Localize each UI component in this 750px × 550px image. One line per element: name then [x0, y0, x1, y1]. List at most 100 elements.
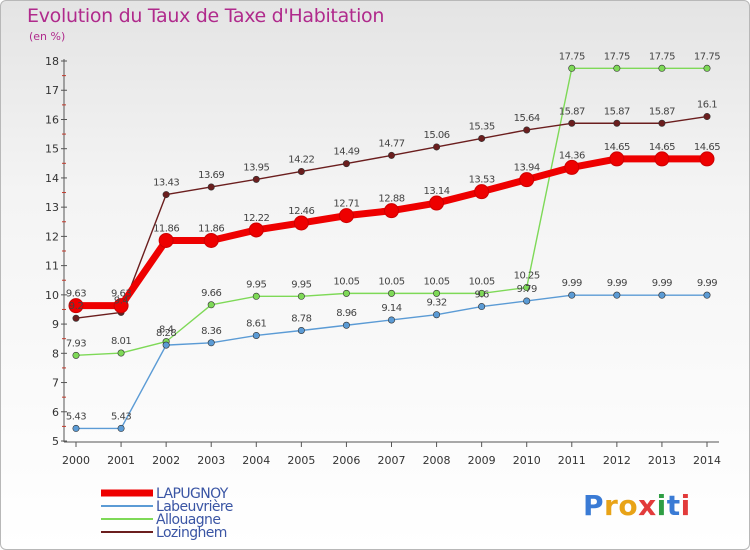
data-point	[72, 314, 80, 322]
data-label: 11.86	[198, 223, 224, 234]
x-tick-label: 2013	[648, 454, 676, 467]
data-point	[72, 424, 80, 432]
data-point	[162, 341, 170, 349]
x-tick-label: 2011	[558, 454, 586, 467]
data-point	[703, 291, 711, 299]
x-tick-label: 2002	[152, 454, 180, 467]
data-point	[478, 134, 486, 142]
data-point	[387, 151, 395, 159]
data-label: 10.05	[424, 276, 450, 287]
data-point	[72, 351, 80, 359]
series-line	[76, 294, 707, 430]
data-point	[297, 167, 305, 175]
data-point	[342, 289, 350, 297]
data-label: 12.71	[333, 199, 359, 210]
data-label: 5.43	[66, 411, 86, 422]
proxiti-logo: Proxiti	[583, 489, 691, 522]
x-tick-label: 2006	[332, 454, 360, 467]
data-label: 12.88	[378, 194, 404, 205]
legend-label: LAPUGNOY	[156, 486, 229, 502]
data-point	[342, 321, 350, 329]
data-label: 16.1	[697, 100, 717, 111]
data-point	[523, 126, 531, 134]
x-tick-label: 2010	[513, 454, 541, 467]
data-label: 8.61	[246, 318, 266, 329]
data-label: 9.2	[69, 301, 84, 312]
data-point	[703, 113, 711, 121]
data-point	[568, 119, 576, 127]
data-point	[568, 291, 576, 299]
data-point	[252, 292, 260, 300]
logo-letter: P	[583, 489, 605, 522]
data-point	[117, 424, 125, 432]
data-label: 10.25	[514, 271, 540, 282]
data-point	[654, 151, 670, 167]
data-point	[162, 191, 170, 199]
data-point	[613, 291, 621, 299]
y-tick-label: 12	[45, 230, 59, 243]
y-tick-label: 14	[45, 172, 59, 185]
y-tick-label: 16	[45, 113, 59, 126]
y-tick-label: 10	[45, 289, 59, 302]
legend-label: Lozinghem	[156, 525, 227, 541]
x-tick-label: 2003	[197, 454, 225, 467]
y-tick-label: 5	[52, 435, 59, 448]
data-label: 8.36	[201, 326, 221, 337]
data-label: 9.99	[652, 278, 672, 289]
data-point	[117, 349, 125, 357]
data-label: 14.77	[378, 138, 404, 149]
data-label: 17.75	[559, 51, 585, 62]
data-label: 13.43	[153, 178, 179, 189]
data-point	[338, 208, 354, 224]
x-tick-label: 2005	[287, 454, 315, 467]
chart-subtitle: (en %)	[29, 30, 66, 43]
data-point	[658, 119, 666, 127]
data-point	[703, 64, 711, 72]
data-label: 9.4	[114, 295, 129, 306]
data-label: 14.22	[288, 154, 314, 165]
logo-letter: x	[638, 489, 657, 522]
data-point	[478, 303, 486, 311]
data-label: 17.75	[649, 51, 675, 62]
data-point	[613, 119, 621, 127]
data-point	[613, 64, 621, 72]
legend-label: Labeuvrière	[156, 499, 233, 515]
data-label: 13.94	[514, 163, 540, 174]
data-label: 10.05	[333, 276, 359, 287]
data-label: 17.75	[694, 51, 720, 62]
data-label: 13.69	[198, 170, 224, 181]
data-label: 15.87	[559, 106, 585, 117]
y-tick-label: 11	[45, 260, 59, 273]
y-tick-label: 13	[45, 201, 59, 214]
data-label: 10.05	[469, 276, 495, 287]
y-tick-label: 8	[52, 347, 59, 360]
data-label: 9.63	[111, 289, 131, 300]
x-tick-label: 2014	[693, 454, 721, 467]
data-label: 5.43	[111, 411, 131, 422]
logo-letter: i	[680, 489, 691, 522]
x-tick-label: 2000	[62, 454, 90, 467]
x-tick-label: 2001	[107, 454, 135, 467]
data-point	[293, 215, 309, 231]
data-label: 15.87	[604, 106, 630, 117]
data-label: 13.53	[469, 175, 495, 186]
x-tick-label: 2012	[603, 454, 631, 467]
x-tick-label: 2009	[468, 454, 496, 467]
x-tick-label: 2004	[242, 454, 270, 467]
data-label: 8.96	[336, 308, 356, 319]
data-label: 8.01	[111, 336, 131, 347]
x-tick-label: 2007	[378, 454, 406, 467]
data-point	[384, 203, 399, 219]
data-label: 9.14	[381, 303, 401, 314]
data-point	[429, 195, 445, 211]
data-point	[248, 222, 264, 238]
data-label: 9.6	[474, 290, 489, 301]
data-point	[252, 331, 260, 339]
data-label: 15.35	[469, 121, 495, 132]
data-point	[252, 175, 260, 183]
data-point	[342, 160, 350, 168]
data-point	[297, 327, 305, 335]
data-point	[207, 339, 215, 347]
data-label: 10.05	[378, 276, 404, 287]
